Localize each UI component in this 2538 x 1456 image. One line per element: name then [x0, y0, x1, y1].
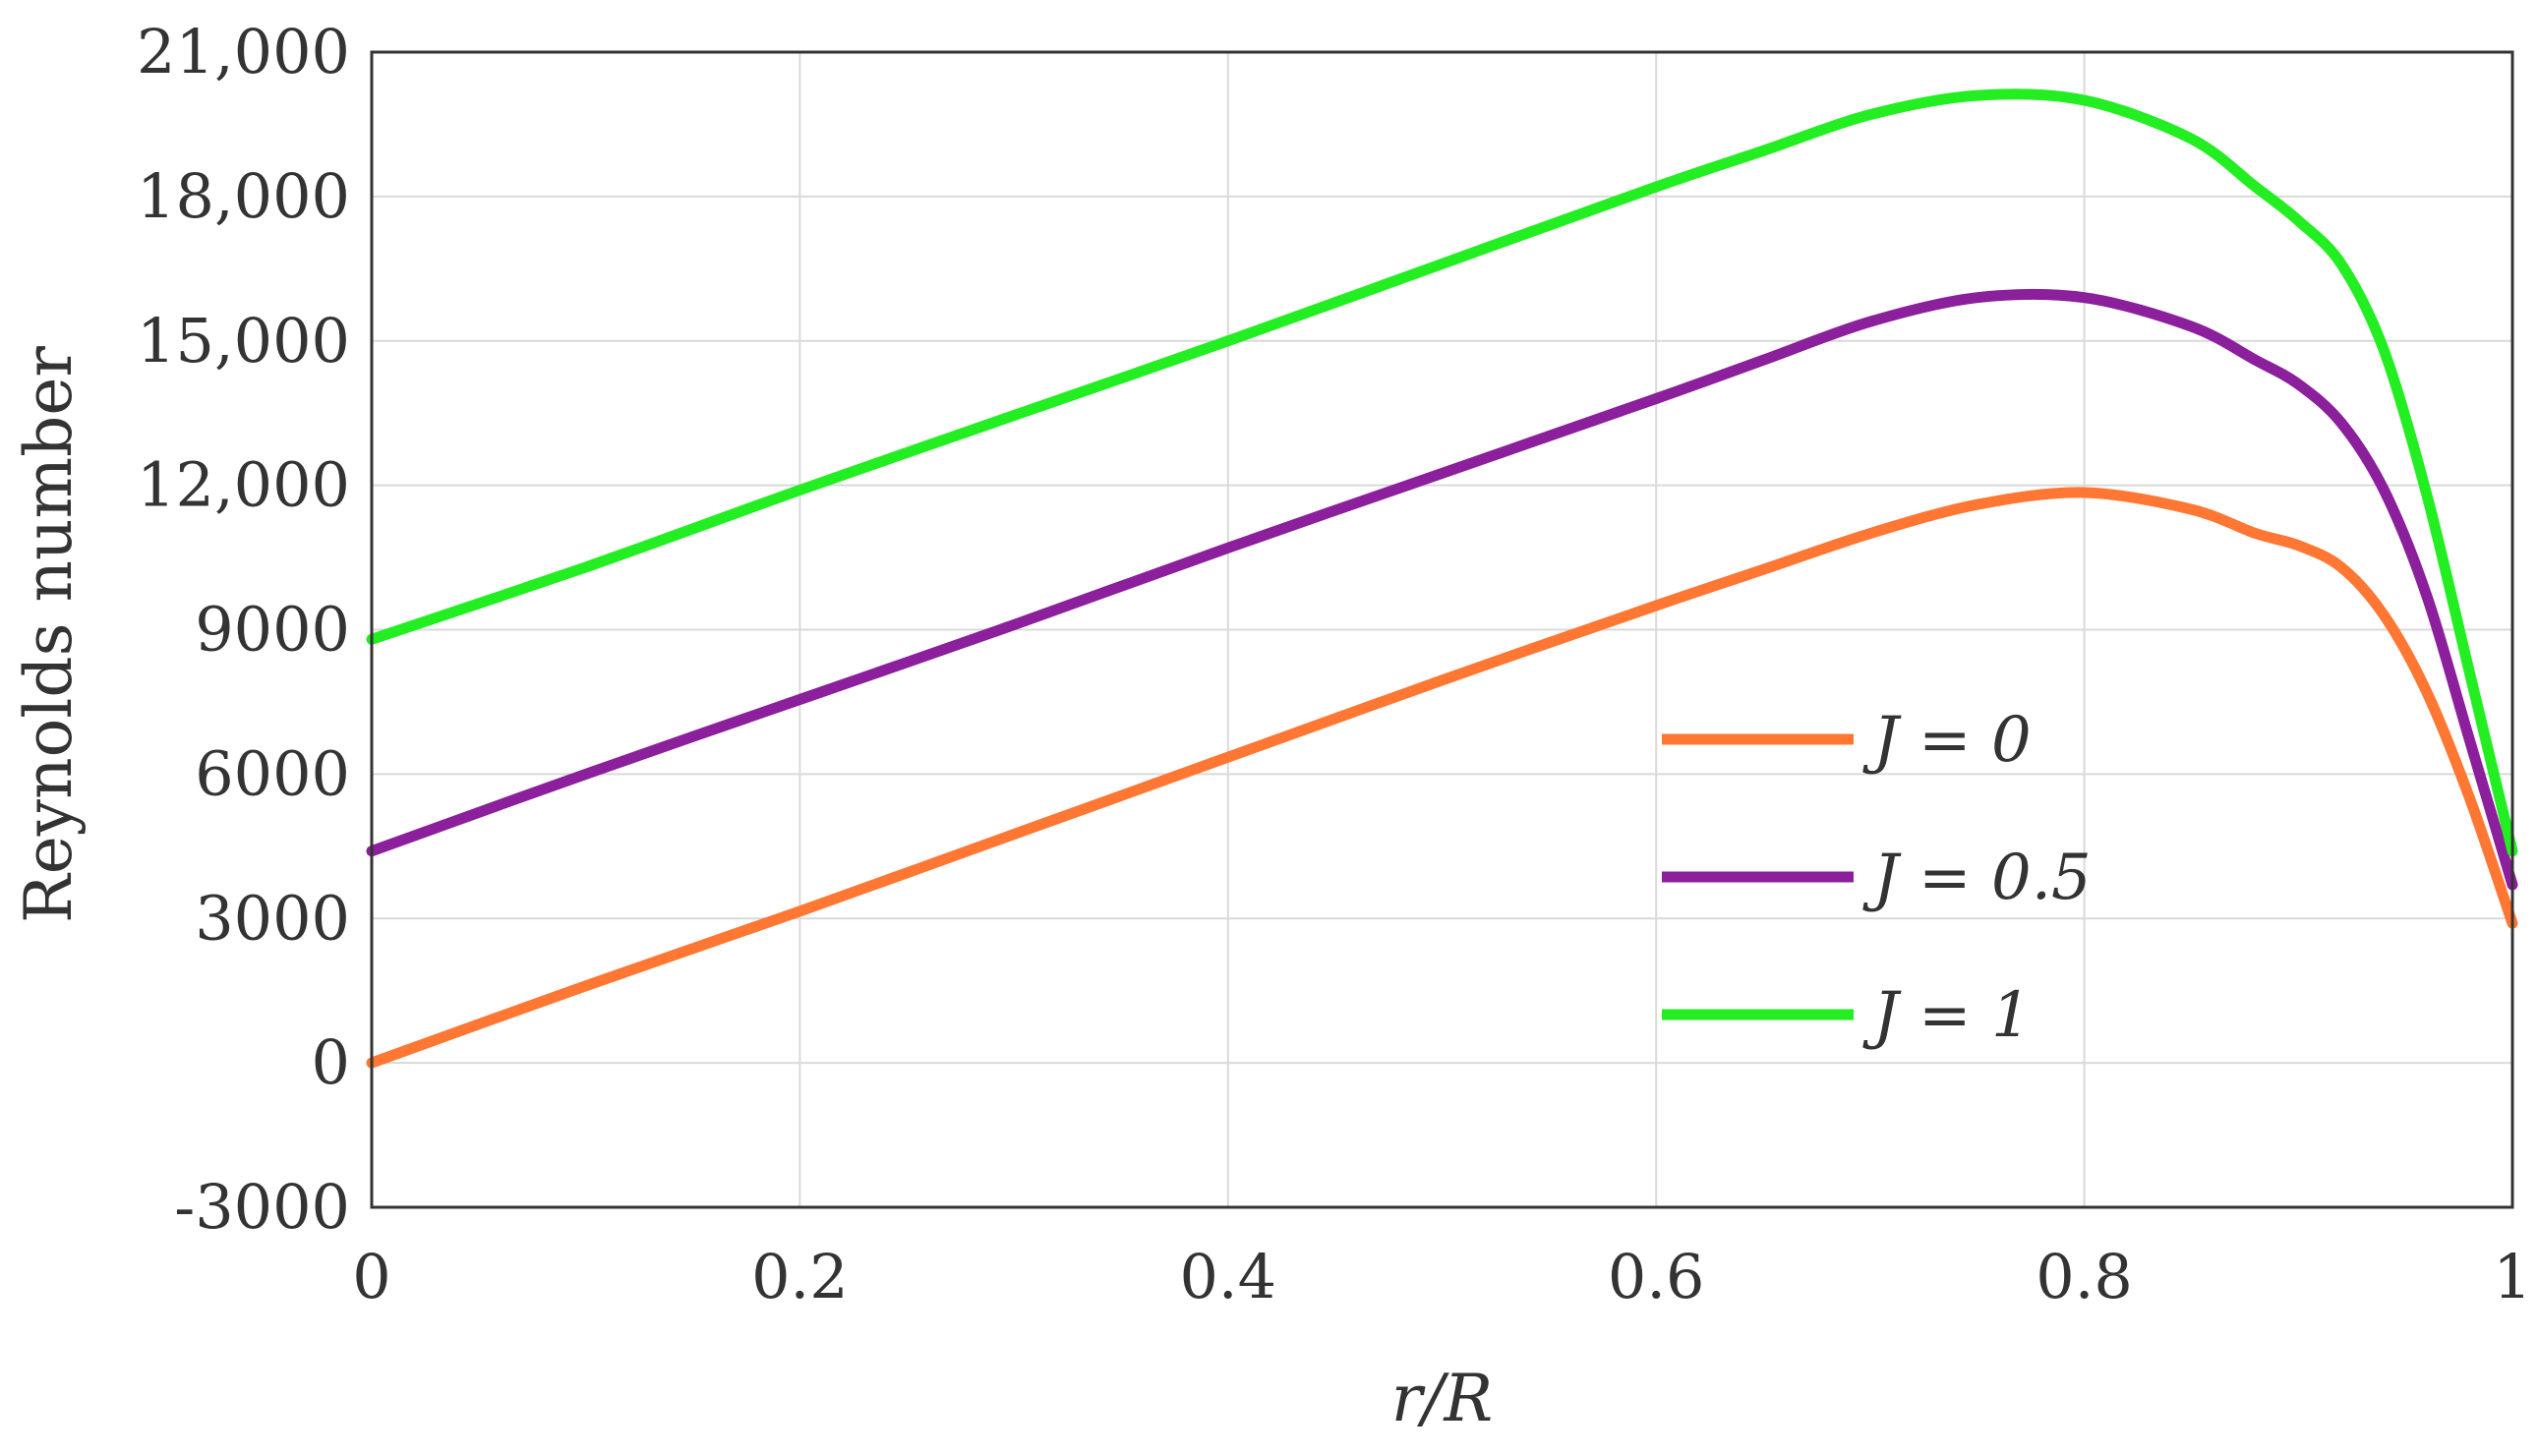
x-tick-label: 0 [352, 1241, 390, 1312]
y-tick-label: 9000 [195, 594, 350, 666]
y-tick-label: 18,000 [137, 160, 350, 232]
x-tick-label: 0.6 [1608, 1241, 1705, 1312]
x-tick-label: 0.4 [1179, 1241, 1276, 1312]
legend-label: J = 1 [1862, 979, 2032, 1052]
y-tick-label: 0 [312, 1026, 350, 1098]
x-axis-label: r/R [1391, 1361, 1493, 1436]
y-tick-label: 6000 [195, 737, 350, 809]
y-tick-label: 15,000 [137, 305, 350, 377]
x-tick-label: 0.2 [751, 1241, 849, 1312]
y-tick-label: 21,000 [137, 16, 350, 87]
y-tick-label: -3000 [174, 1171, 350, 1243]
x-axis-ticks: 0 0.2 0.4 0.6 0.8 1 [352, 1241, 2531, 1312]
plot-frame [370, 50, 2514, 1209]
legend-label: J = 0 [1862, 704, 2032, 777]
series-line-1 [366, 487, 2518, 1069]
legend-item: J = 1 [1662, 979, 2032, 1052]
grid [372, 52, 2512, 1207]
series-line-3 [366, 88, 2518, 857]
y-axis-label: Reynolds number [11, 346, 87, 923]
y-tick-label: 12,000 [137, 449, 350, 521]
legend-label: J = 0.5 [1862, 842, 2092, 914]
series-line-2 [366, 288, 2518, 891]
legend-item: J = 0.5 [1662, 842, 2092, 914]
x-tick-label: 0.8 [2036, 1241, 2133, 1312]
y-tick-label: 3000 [195, 882, 350, 954]
series-lines [366, 88, 2518, 1069]
legend: J = 0 J = 0.5 J = 1 [1662, 704, 2092, 1052]
legend-item: J = 0 [1662, 704, 2032, 777]
x-tick-label: 1 [2493, 1241, 2531, 1312]
y-axis-ticks: -3000 0 3000 6000 9000 12,000 15,000 18,000 21,0… [137, 16, 350, 1243]
